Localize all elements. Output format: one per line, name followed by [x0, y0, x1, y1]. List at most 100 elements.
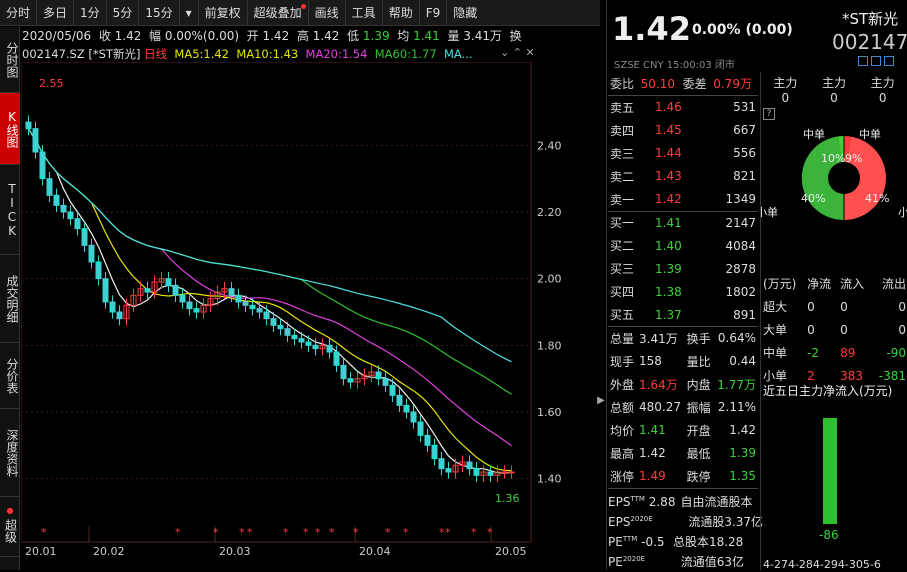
share-icon[interactable] [884, 56, 894, 66]
sidebar-item-price-table[interactable]: 分价表 [0, 343, 20, 409]
event-star-marker[interactable]: * [487, 526, 493, 539]
event-star-marker[interactable]: * [239, 526, 245, 539]
event-star-marker[interactable]: * [315, 526, 321, 539]
hide-button[interactable]: 隐藏 [453, 6, 478, 20]
event-star-marker[interactable]: * [445, 526, 451, 539]
close-icon[interactable]: ✕ [525, 46, 535, 59]
stat-row[interactable]: 总量 3.41万 换手 0.64% [608, 327, 758, 350]
flow-row-cell: 383 [840, 368, 864, 383]
flow-row[interactable]: 中单 -2 89 -90 [761, 341, 907, 364]
left-sidebar: 分时图 K线图 TICK 成交明细 分价表 深度资料 ● 超级 [0, 27, 20, 570]
stat-row-cell: 1.77万 [717, 377, 756, 392]
main-force-label: 主力 [870, 76, 895, 90]
stat-row[interactable]: 均价 1.41 开盘 1.42 [608, 419, 758, 442]
candle-body [137, 288, 144, 296]
stat-row[interactable]: 总额 480.27 振幅 2.11% [608, 396, 758, 419]
kline-chart[interactable]: 2.40 2.20 2.00 1.80 1.60 1.40 20.01 20.02 20.03… [21, 62, 600, 570]
event-star-marker[interactable]: * [283, 526, 289, 539]
sell-row[interactable]: 卖四 1.45 667 [608, 119, 758, 142]
stat-row-cell: 换手 [686, 331, 711, 346]
period-label[interactable]: 日线 [144, 47, 168, 61]
wecha-value: 0.79万 [713, 77, 752, 91]
sell-row[interactable]: 卖五 1.46 531 [608, 96, 758, 119]
ma10-line [27, 128, 512, 472]
stock-name: *ST新光 [842, 10, 899, 28]
sidebar-item-detail[interactable]: 成交明细 [0, 255, 20, 343]
candle-body [284, 328, 291, 336]
stat-row-cell: 1.42 [729, 423, 756, 437]
sell-row[interactable]: 卖二 1.43 821 [608, 165, 758, 188]
event-star-marker[interactable]: * [353, 526, 359, 539]
candle-body [88, 244, 95, 263]
tab-5min[interactable]: 5分 [107, 0, 140, 26]
candle-body [102, 278, 109, 303]
buy-row-cell: 买一 [610, 216, 635, 231]
buy-row-cell: 4084 [725, 238, 756, 253]
x-tick-label: 20.03 [219, 545, 251, 558]
flow-row-cell: 89 [840, 345, 856, 360]
buy-row[interactable]: 买五 1.37 891 [608, 303, 758, 326]
ma-more-label: MA... [443, 47, 473, 61]
event-star-marker[interactable]: * [175, 526, 181, 539]
sidebar-item-deep-data[interactable]: 深度资料 [0, 409, 20, 497]
tab-15min[interactable]: 15分 [139, 0, 180, 26]
sidebar-item-fenshi[interactable]: 分时图 [0, 27, 20, 93]
help-button[interactable]: 帮助 [383, 0, 420, 26]
event-star-marker[interactable]: * [329, 526, 335, 539]
tools-button[interactable]: 工具 [346, 0, 383, 26]
stat-row[interactable]: 涨停 1.49 跌停 1.35 [608, 465, 758, 488]
fuquan-button[interactable]: 前复权 [199, 0, 248, 26]
stat-row-cell: 现手 [610, 354, 635, 369]
sell-row-cell: 卖二 [610, 169, 635, 184]
event-star-marker[interactable]: * [439, 526, 445, 539]
candle-body [179, 294, 186, 303]
collapse-arrow-icon[interactable]: ▶ [597, 395, 605, 406]
notification-dot: ● [6, 506, 14, 515]
sidebar-item-tick[interactable]: TICK [0, 165, 20, 255]
buy-row[interactable]: 买二 1.40 4084 [608, 234, 758, 257]
stat-row[interactable]: 最高 1.42 最低 1.39 [608, 442, 758, 465]
edit-icon[interactable] [858, 56, 868, 66]
turnover-label: 换 [509, 29, 522, 43]
event-star-marker[interactable]: * [471, 526, 477, 539]
flow-row[interactable]: 超大 0 0 0 [761, 295, 907, 318]
tab-1min[interactable]: 1分 [74, 0, 107, 26]
sell-row[interactable]: 卖三 1.44 556 [608, 142, 758, 165]
flow-row[interactable]: 小单 2 383 -381 [761, 364, 907, 387]
sell-row[interactable]: 卖一 1.42 1349 [608, 188, 758, 211]
candle-body [256, 308, 263, 313]
draw-line-button[interactable]: 画线 [309, 0, 346, 26]
stat-row[interactable]: 现手 158 量比 0.44 [608, 350, 758, 373]
event-star-marker[interactable]: * [41, 526, 47, 539]
chevron-up-icon[interactable]: ⌃ [512, 46, 522, 59]
sidebar-item-super[interactable]: ● 超级 [0, 497, 20, 557]
flow-head-row[interactable]: (万元) 净流 流入 流出 [761, 272, 907, 295]
window-icon[interactable] [871, 56, 881, 66]
tab-fenshi[interactable]: 分时 [0, 0, 38, 26]
stat-row[interactable]: 外盘 1.64万 内盘 1.77万 [608, 373, 758, 396]
stats-table: 总量 3.41万 换手 0.64% 现手 158 量比 0.44 外盘 1.64万 内盘 1.77万总… [608, 326, 758, 488]
candle-body [67, 211, 74, 220]
flow-row[interactable]: 大单 0 0 0 [761, 318, 907, 341]
help-icon[interactable]: ? [763, 108, 775, 120]
tab-duori[interactable]: 多日 [37, 0, 75, 26]
ma20-line [27, 128, 512, 447]
period-dropdown-button[interactable]: ▾ [180, 0, 199, 26]
event-star-marker[interactable]: * [403, 526, 409, 539]
sidebar-item-kline[interactable]: K线图 [0, 93, 20, 165]
five-day-dates: 4-274-284-294-305-6 [763, 558, 881, 571]
buy-row[interactable]: 买三 1.39 2878 [608, 257, 758, 280]
event-star-marker[interactable]: * [247, 526, 253, 539]
sell-row-cell: 556 [733, 146, 756, 160]
sell-row-cell: 1349 [725, 192, 756, 206]
buy-row[interactable]: 买一 1.41 2147 [608, 211, 758, 234]
event-star-marker[interactable]: * [303, 526, 309, 539]
order-book: 委比 50.10 委差 0.79万 卖五 1.46 531 卖四 1.45 667 卖三 1.44 5… [608, 72, 763, 569]
event-star-marker[interactable]: * [213, 526, 219, 539]
flow-row-cell: 0 [840, 299, 848, 314]
event-star-marker[interactable]: * [385, 526, 391, 539]
f9-button[interactable]: F9 [420, 0, 448, 26]
overlay-button[interactable]: 超级叠加 [248, 0, 309, 26]
buy-row[interactable]: 买四 1.38 1802 [608, 280, 758, 303]
chevron-down-icon[interactable]: ⌄ [500, 46, 510, 59]
